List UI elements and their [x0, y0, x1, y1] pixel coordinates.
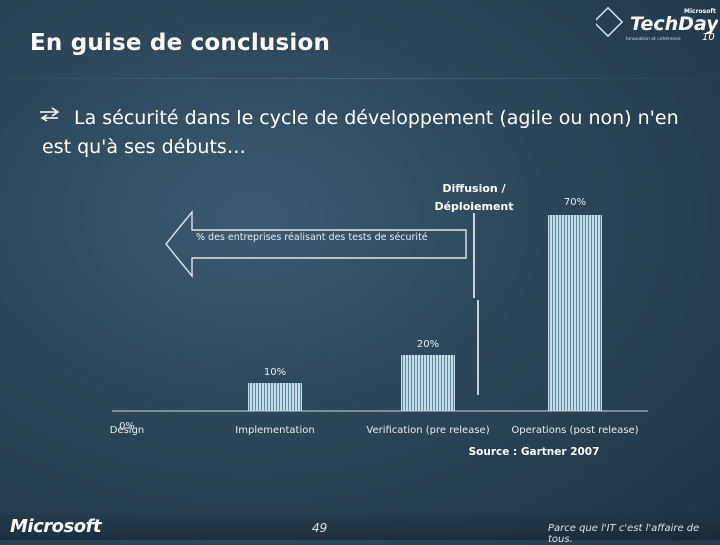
- chart-category-labels: Design Implementation Verification (pre re…: [110, 425, 639, 436]
- techdays-logo: Microsoft TechDays 10 Innovation et cohé…: [596, 6, 718, 43]
- slide-title: En guise de conclusion: [30, 30, 331, 56]
- bar-2: [401, 355, 455, 411]
- direction-arrow: [165, 210, 467, 278]
- footer-slogan: Parce que l'IT c'est l'affaire de tous.: [548, 523, 700, 545]
- category-label-0: Design: [110, 425, 145, 436]
- value-label-0: 0%: [119, 421, 135, 432]
- source-label: Source : Gartner 2007: [469, 446, 600, 458]
- arrow-caption: % des entreprises réalisant des tests de…: [196, 232, 428, 243]
- logo-frame: [596, 6, 624, 38]
- deployment-label-line2: Déploiement: [434, 200, 513, 213]
- page-number: 49: [312, 521, 328, 535]
- value-label-1: 10%: [264, 367, 286, 378]
- bullet-text: La sécurité dans le cycle de développeme…: [42, 107, 679, 158]
- deployment-label-line1: Diffusion /: [442, 182, 506, 195]
- bar-1: [248, 383, 302, 411]
- category-label-2: Verification (pre release): [366, 425, 489, 436]
- bullet-point: La sécurité dans le cycle de développeme…: [40, 104, 682, 162]
- category-label-1: Implementation: [235, 425, 314, 436]
- bar-3: [548, 215, 602, 411]
- microsoft-logo: Microsoft: [10, 516, 102, 537]
- logo-brand: Microsoft: [684, 8, 716, 15]
- header-divider: [0, 78, 720, 79]
- value-label-3: 70%: [564, 197, 586, 208]
- value-label-2: 20%: [417, 339, 439, 350]
- logo-tagline: Innovation et cohérence: [626, 35, 681, 42]
- chart-value-labels: 0% 10% 20% 70%: [119, 197, 586, 432]
- logo-year: 10: [702, 32, 715, 43]
- footer-bar: [0, 510, 720, 540]
- category-label-3: Operations (post release): [511, 425, 638, 436]
- logo-name: TechDays: [630, 13, 718, 35]
- bullet-arrow-icon: [40, 107, 60, 122]
- chart-bars: [248, 215, 602, 411]
